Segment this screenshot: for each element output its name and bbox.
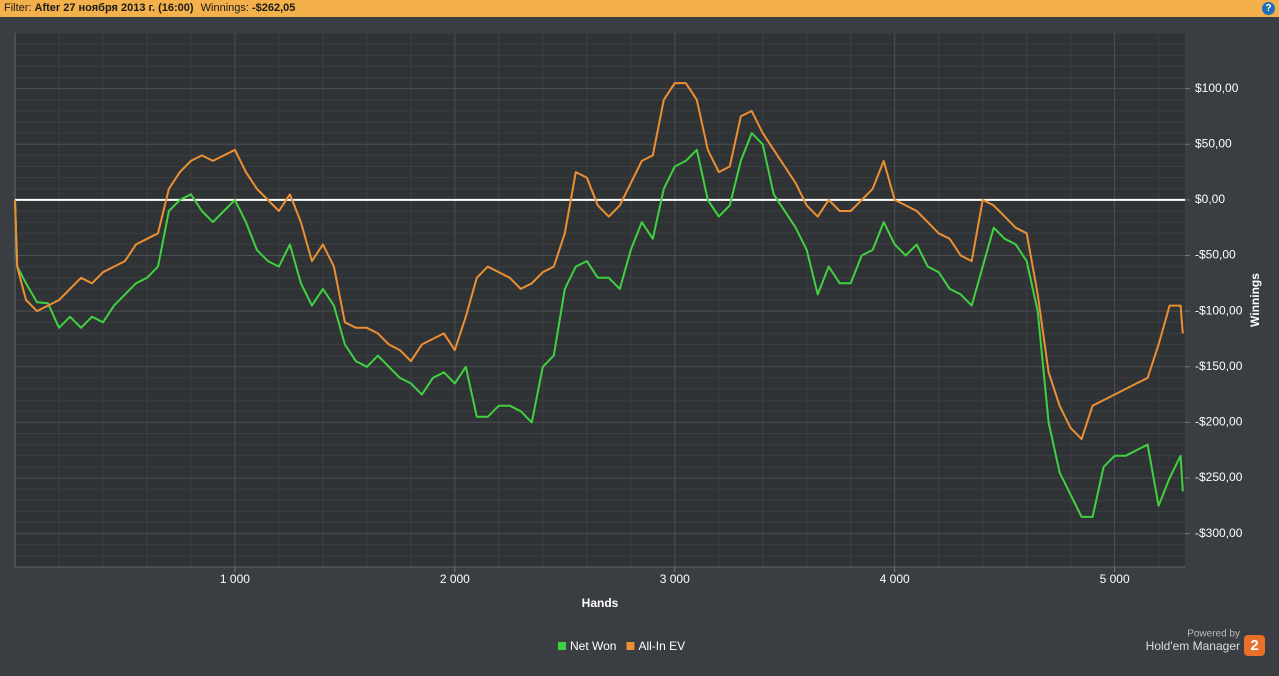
winnings-value: -$262,05 (251, 2, 296, 14)
series-line (14, 132, 1184, 518)
y-tick-label: -$250,00 (1195, 470, 1243, 484)
legend-label: Net Won (570, 639, 616, 653)
winnings-label: Winnings: (200, 2, 249, 14)
y-tick-label: $50,00 (1195, 136, 1232, 150)
filter-value: After 27 ноября 2013 г. (16:00) (34, 2, 194, 14)
y-tick-label: $0,00 (1195, 192, 1225, 206)
x-tick-label: 3 000 (660, 572, 690, 586)
legend-label: All-In EV (638, 639, 685, 653)
x-tick-label: 1 000 (220, 572, 250, 586)
powered-by: Powered by (1187, 629, 1240, 640)
y-tick-label: -$100,00 (1195, 303, 1243, 317)
y-axis-label: Winnings (1248, 273, 1262, 327)
y-tick-label: $100,00 (1195, 81, 1239, 95)
legend-swatch (558, 642, 566, 650)
filter-bar: Filter: After 27 ноября 2013 г. (16:00) W… (0, 0, 1279, 17)
logo (1244, 635, 1265, 656)
product-name: Hold'em Manager (1146, 639, 1240, 653)
x-tick-label: 5 000 (1100, 572, 1130, 586)
x-tick-label: 4 000 (880, 572, 910, 586)
logo-text: 2 (1250, 637, 1258, 654)
x-axis-label: Hands (582, 596, 619, 610)
x-tick-label: 2 000 (440, 572, 470, 586)
chart: Hands Winnings Powered by Hold'em Manage… (14, 32, 1265, 656)
y-tick-label: -$200,00 (1195, 415, 1243, 429)
y-tick-label: -$150,00 (1195, 359, 1243, 373)
page: Filter: After 27 ноября 2013 г. (16:00) W… (0, 0, 1279, 656)
legend-swatch (626, 642, 635, 650)
series-line (14, 82, 1184, 441)
y-tick-label: -$50,00 (1195, 248, 1236, 262)
y-tick-label: -$300,00 (1195, 526, 1243, 540)
help-button[interactable]: ? (1262, 2, 1275, 15)
filter-label: Filter: (4, 2, 32, 14)
